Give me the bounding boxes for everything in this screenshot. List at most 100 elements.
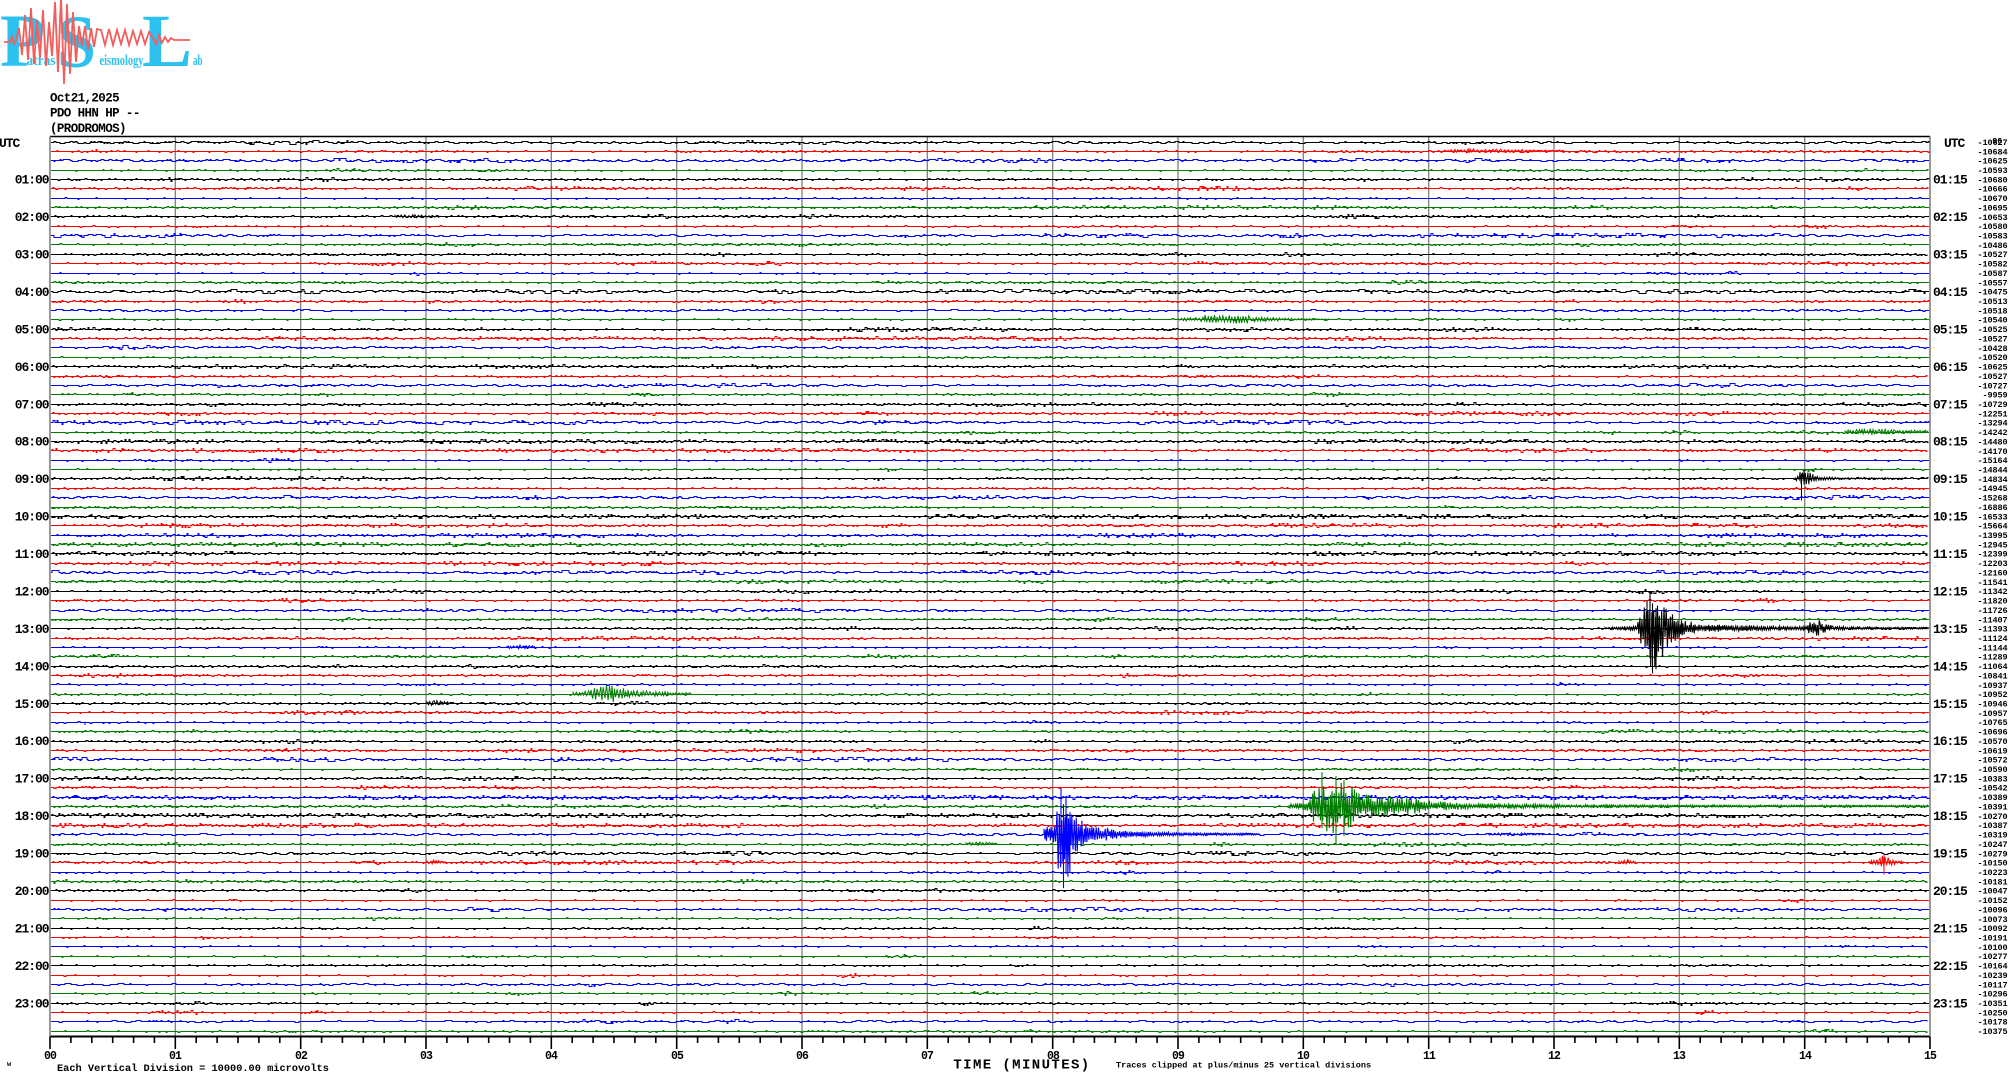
svg-text:01:00: 01:00 — [15, 173, 50, 188]
svg-text:-10247: -10247 — [1977, 840, 2007, 850]
svg-text:-12160: -12160 — [1977, 569, 2007, 579]
svg-text:TIME (MINUTES): TIME (MINUTES) — [953, 1058, 1090, 1074]
svg-text:-14834: -14834 — [1977, 475, 2007, 485]
svg-text:-10695: -10695 — [1977, 203, 2007, 213]
svg-text:-10387: -10387 — [1977, 821, 2007, 831]
svg-text:12:15: 12:15 — [1933, 585, 1968, 600]
svg-text:-10572: -10572 — [1977, 756, 2007, 766]
svg-text:-10619: -10619 — [1977, 746, 2007, 756]
svg-text:21:15: 21:15 — [1933, 921, 1968, 936]
svg-text:08:15: 08:15 — [1933, 435, 1968, 450]
svg-text:11:00: 11:00 — [15, 547, 50, 562]
svg-text:17:15: 17:15 — [1933, 772, 1968, 787]
svg-text:-10670: -10670 — [1977, 194, 2007, 204]
svg-text:-10653: -10653 — [1977, 213, 2007, 223]
svg-text:-10181: -10181 — [1977, 877, 2007, 887]
svg-text:-12399: -12399 — [1977, 550, 2007, 560]
svg-text:05:15: 05:15 — [1933, 322, 1968, 337]
svg-text:-11144: -11144 — [1977, 643, 2007, 653]
svg-text:-10765: -10765 — [1977, 718, 2007, 728]
svg-text:23:00: 23:00 — [15, 996, 50, 1011]
svg-text:-13995: -13995 — [1977, 531, 2007, 541]
svg-text:12: 12 — [1548, 1050, 1561, 1063]
svg-text:02: 02 — [295, 1050, 308, 1063]
svg-text:-9959: -9959 — [1982, 391, 2007, 401]
svg-text:-10047: -10047 — [1977, 887, 2007, 897]
svg-text:-13294: -13294 — [1977, 419, 2007, 429]
svg-text:-15664: -15664 — [1977, 522, 2007, 532]
svg-text:eismology: eismology — [100, 53, 144, 69]
svg-text:08: 08 — [1047, 1050, 1060, 1063]
svg-text:-11820: -11820 — [1977, 597, 2007, 607]
svg-text:04: 04 — [545, 1050, 558, 1063]
svg-text:14: 14 — [1799, 1050, 1812, 1063]
svg-text:-10277: -10277 — [1977, 952, 2007, 962]
svg-text:UTC: UTC — [0, 136, 21, 151]
svg-text:-10191: -10191 — [1977, 934, 2007, 944]
svg-text:04:00: 04:00 — [15, 285, 50, 300]
svg-text:19:15: 19:15 — [1933, 847, 1968, 862]
svg-text:-10223: -10223 — [1977, 868, 2007, 878]
svg-text:20:15: 20:15 — [1933, 884, 1968, 899]
svg-text:01: 01 — [169, 1050, 182, 1063]
svg-text:-10250: -10250 — [1977, 1008, 2007, 1018]
svg-text:18:00: 18:00 — [15, 809, 50, 824]
svg-text:-10279: -10279 — [1977, 849, 2007, 859]
svg-text:03:15: 03:15 — [1933, 248, 1968, 263]
svg-text:09:15: 09:15 — [1933, 472, 1968, 487]
svg-text:10:00: 10:00 — [15, 510, 50, 525]
svg-text:13:00: 13:00 — [15, 622, 50, 637]
svg-text:-10239: -10239 — [1977, 971, 2007, 981]
svg-text:22:15: 22:15 — [1933, 959, 1968, 974]
svg-text:-15268: -15268 — [1977, 494, 2007, 504]
svg-text:22:00: 22:00 — [15, 959, 50, 974]
svg-text:01:15: 01:15 — [1933, 173, 1968, 188]
svg-text:14:15: 14:15 — [1933, 659, 1968, 674]
svg-text:-10164: -10164 — [1977, 962, 2007, 972]
svg-text:15: 15 — [1924, 1050, 1937, 1063]
svg-text:03: 03 — [420, 1050, 433, 1063]
svg-text:-10557: -10557 — [1977, 278, 2007, 288]
svg-text:-10625: -10625 — [1977, 157, 2007, 167]
svg-text:-10351: -10351 — [1977, 999, 2007, 1009]
svg-text:-10570: -10570 — [1977, 737, 2007, 747]
svg-text:06:15: 06:15 — [1933, 360, 1968, 375]
svg-text:13:15: 13:15 — [1933, 622, 1968, 637]
svg-text:-10582: -10582 — [1977, 260, 2007, 270]
svg-text:-10428: -10428 — [1977, 344, 2007, 354]
svg-text:03:00: 03:00 — [15, 248, 50, 263]
svg-text:-10475: -10475 — [1977, 288, 2007, 298]
svg-text:-10375: -10375 — [1977, 1027, 2007, 1037]
svg-text:-10666: -10666 — [1977, 185, 2007, 195]
svg-text:-10625: -10625 — [1977, 363, 2007, 373]
svg-text:04:15: 04:15 — [1933, 285, 1968, 300]
svg-text:-12203: -12203 — [1977, 559, 2007, 569]
svg-text:-10627: -10627 — [1977, 138, 2007, 148]
svg-text:05: 05 — [671, 1050, 684, 1063]
svg-text:-14480: -14480 — [1977, 437, 2007, 447]
svg-text:16:00: 16:00 — [15, 734, 50, 749]
svg-text:Oct21,2025: Oct21,2025 — [50, 92, 119, 106]
svg-text:-11064: -11064 — [1977, 662, 2007, 672]
svg-text:10:15: 10:15 — [1933, 510, 1968, 525]
svg-text:-10583: -10583 — [1977, 232, 2007, 242]
svg-text:-10296: -10296 — [1977, 990, 2007, 1000]
svg-text:-12251: -12251 — [1977, 409, 2007, 419]
svg-text:-10727: -10727 — [1977, 381, 2007, 391]
svg-text:-11407: -11407 — [1977, 615, 2007, 625]
svg-text:14:00: 14:00 — [15, 659, 50, 674]
svg-text:13: 13 — [1673, 1050, 1686, 1063]
svg-text:07:15: 07:15 — [1933, 397, 1968, 412]
svg-text:-12945: -12945 — [1977, 540, 2007, 550]
svg-text:-10680: -10680 — [1977, 175, 2007, 185]
svg-text:-10937: -10937 — [1977, 681, 2007, 691]
svg-text:-14945: -14945 — [1977, 484, 2007, 494]
svg-text:-10486: -10486 — [1977, 241, 2007, 251]
svg-text:-16886: -16886 — [1977, 503, 2007, 513]
svg-text:07: 07 — [921, 1050, 934, 1063]
svg-text:96: 96 — [1992, 136, 2002, 146]
svg-text:-10684: -10684 — [1977, 147, 2007, 157]
svg-text:-10178: -10178 — [1977, 1018, 2007, 1028]
svg-text:-10527: -10527 — [1977, 372, 2007, 382]
svg-text:-10150: -10150 — [1977, 859, 2007, 869]
